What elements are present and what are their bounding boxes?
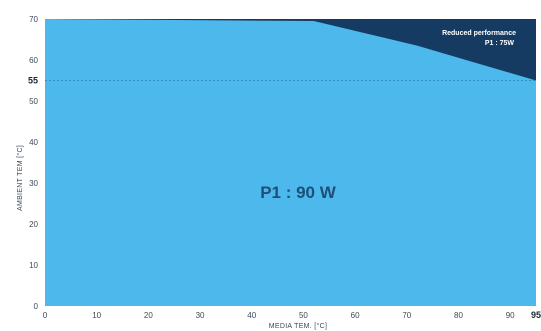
y-tick-label: 60 bbox=[29, 56, 38, 65]
x-tick-label-highlight: 95 bbox=[531, 310, 541, 320]
y-tick-label-highlight: 55 bbox=[28, 76, 38, 86]
y-axis-title: AMBIENT TEM [°C] bbox=[16, 145, 24, 211]
x-axis-title: MEDIA TEM. [°C] bbox=[269, 322, 328, 330]
x-tick-label: 50 bbox=[299, 311, 308, 320]
y-tick-label: 40 bbox=[29, 138, 38, 147]
y-tick-label: 30 bbox=[29, 179, 38, 188]
full-performance-area bbox=[45, 19, 536, 306]
x-tick-label: 10 bbox=[92, 311, 101, 320]
y-tick-label: 50 bbox=[29, 97, 38, 106]
y-tick-label: 20 bbox=[29, 220, 38, 229]
reduced-power-label: P1 : 75W bbox=[485, 40, 515, 47]
x-tick-label: 90 bbox=[506, 311, 515, 320]
x-tick-label: 60 bbox=[351, 311, 360, 320]
chart-marks: 0 10 20 30 40 50 60 70 80 90 95 0 10 20 30 40 50 60 70 55 bbox=[28, 15, 541, 320]
reduced-performance-label: Reduced performance bbox=[442, 30, 516, 37]
x-tick-label: 30 bbox=[196, 311, 205, 320]
main-region-label: P1 : 90 W bbox=[260, 183, 337, 202]
y-tick-label: 70 bbox=[29, 15, 38, 24]
x-tick-label: 80 bbox=[454, 311, 463, 320]
x-tick-label: 20 bbox=[144, 311, 153, 320]
x-tick-label: 40 bbox=[247, 311, 256, 320]
x-tick-label: 70 bbox=[402, 311, 411, 320]
y-tick-label: 10 bbox=[29, 261, 38, 270]
y-tick-label: 0 bbox=[34, 302, 39, 311]
x-tick-label: 0 bbox=[43, 311, 48, 320]
